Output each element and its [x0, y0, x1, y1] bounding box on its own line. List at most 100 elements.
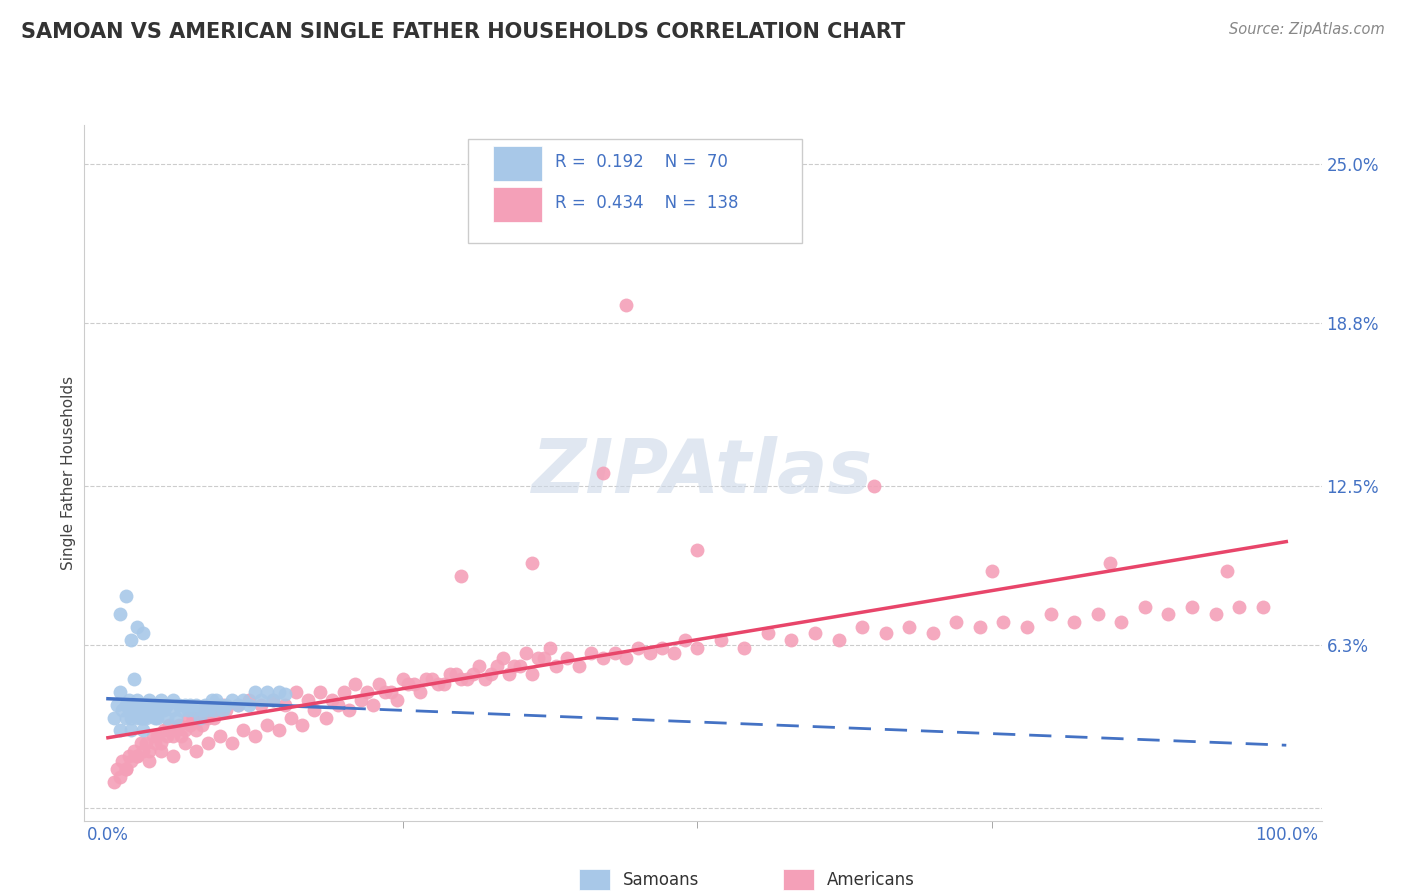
Point [108, 723, 131, 738]
Point [201, 703, 224, 717]
Point [804, 625, 827, 640]
Point [105, 762, 128, 776]
Point [232, 723, 254, 738]
Point [156, 729, 179, 743]
Point [138, 755, 160, 769]
Point [143, 698, 166, 712]
Point [118, 749, 141, 764]
Point [114, 710, 136, 724]
Point [651, 640, 673, 655]
Point [181, 710, 204, 724]
Point [165, 723, 187, 738]
Point [409, 685, 432, 699]
Point [111, 703, 134, 717]
Point [592, 651, 614, 665]
Point [205, 692, 228, 706]
Point [439, 666, 461, 681]
Point [385, 692, 408, 706]
Text: ZIPAtlas: ZIPAtlas [533, 436, 873, 509]
Point [273, 698, 295, 712]
Point [280, 710, 302, 724]
Point [114, 698, 136, 712]
Point [1227, 599, 1250, 614]
Point [450, 569, 472, 583]
Point [1098, 556, 1121, 570]
Point [127, 749, 149, 764]
Point [267, 723, 290, 738]
Point [250, 698, 273, 712]
Point [162, 703, 184, 717]
Point [156, 710, 179, 724]
Point [135, 736, 157, 750]
Point [193, 703, 215, 717]
Point [108, 607, 131, 622]
Point [404, 677, 426, 691]
Point [245, 685, 267, 699]
Text: Source: ZipAtlas.com: Source: ZipAtlas.com [1229, 22, 1385, 37]
Point [479, 666, 502, 681]
Point [875, 625, 897, 640]
Text: R =  0.192    N =  70: R = 0.192 N = 70 [554, 153, 727, 170]
Point [108, 770, 131, 784]
Point [114, 762, 136, 776]
Point [132, 710, 155, 724]
Point [262, 692, 284, 706]
Point [509, 659, 531, 673]
Point [186, 744, 208, 758]
Point [162, 749, 184, 764]
Point [149, 736, 172, 750]
Point [132, 744, 155, 758]
Point [153, 723, 176, 738]
Point [368, 677, 391, 691]
Point [121, 698, 143, 712]
Point [527, 651, 550, 665]
Point [326, 698, 349, 712]
Point [212, 703, 235, 717]
Point [142, 703, 165, 717]
Point [132, 723, 155, 738]
Point [474, 672, 496, 686]
Point [1039, 607, 1062, 622]
Point [616, 651, 638, 665]
Point [208, 698, 231, 712]
Point [177, 703, 200, 717]
Point [103, 775, 125, 789]
Point [138, 692, 160, 706]
Point [426, 677, 449, 691]
FancyBboxPatch shape [783, 870, 814, 890]
Point [520, 666, 543, 681]
Point [1251, 599, 1274, 614]
Point [344, 677, 367, 691]
Point [921, 625, 943, 640]
Point [173, 698, 195, 712]
FancyBboxPatch shape [468, 139, 801, 244]
Point [969, 620, 991, 634]
Point [121, 723, 143, 738]
Point [538, 640, 561, 655]
Point [520, 556, 543, 570]
Point [188, 710, 211, 724]
Point [167, 698, 190, 712]
Point [122, 672, 145, 686]
Point [662, 646, 685, 660]
Point [498, 666, 520, 681]
Point [616, 298, 638, 312]
Point [153, 703, 176, 717]
Point [173, 723, 195, 738]
Point [262, 692, 284, 706]
Point [450, 672, 472, 686]
Text: R =  0.434    N =  138: R = 0.434 N = 138 [554, 194, 738, 212]
Point [315, 710, 337, 724]
Point [226, 698, 249, 712]
Point [1181, 599, 1204, 614]
Point [118, 692, 141, 706]
Point [165, 710, 187, 724]
Point [129, 698, 152, 712]
Point [186, 698, 208, 712]
Point [245, 729, 267, 743]
Point [827, 633, 849, 648]
Point [111, 755, 134, 769]
Point [108, 685, 131, 699]
Point [302, 703, 325, 717]
Point [143, 736, 166, 750]
